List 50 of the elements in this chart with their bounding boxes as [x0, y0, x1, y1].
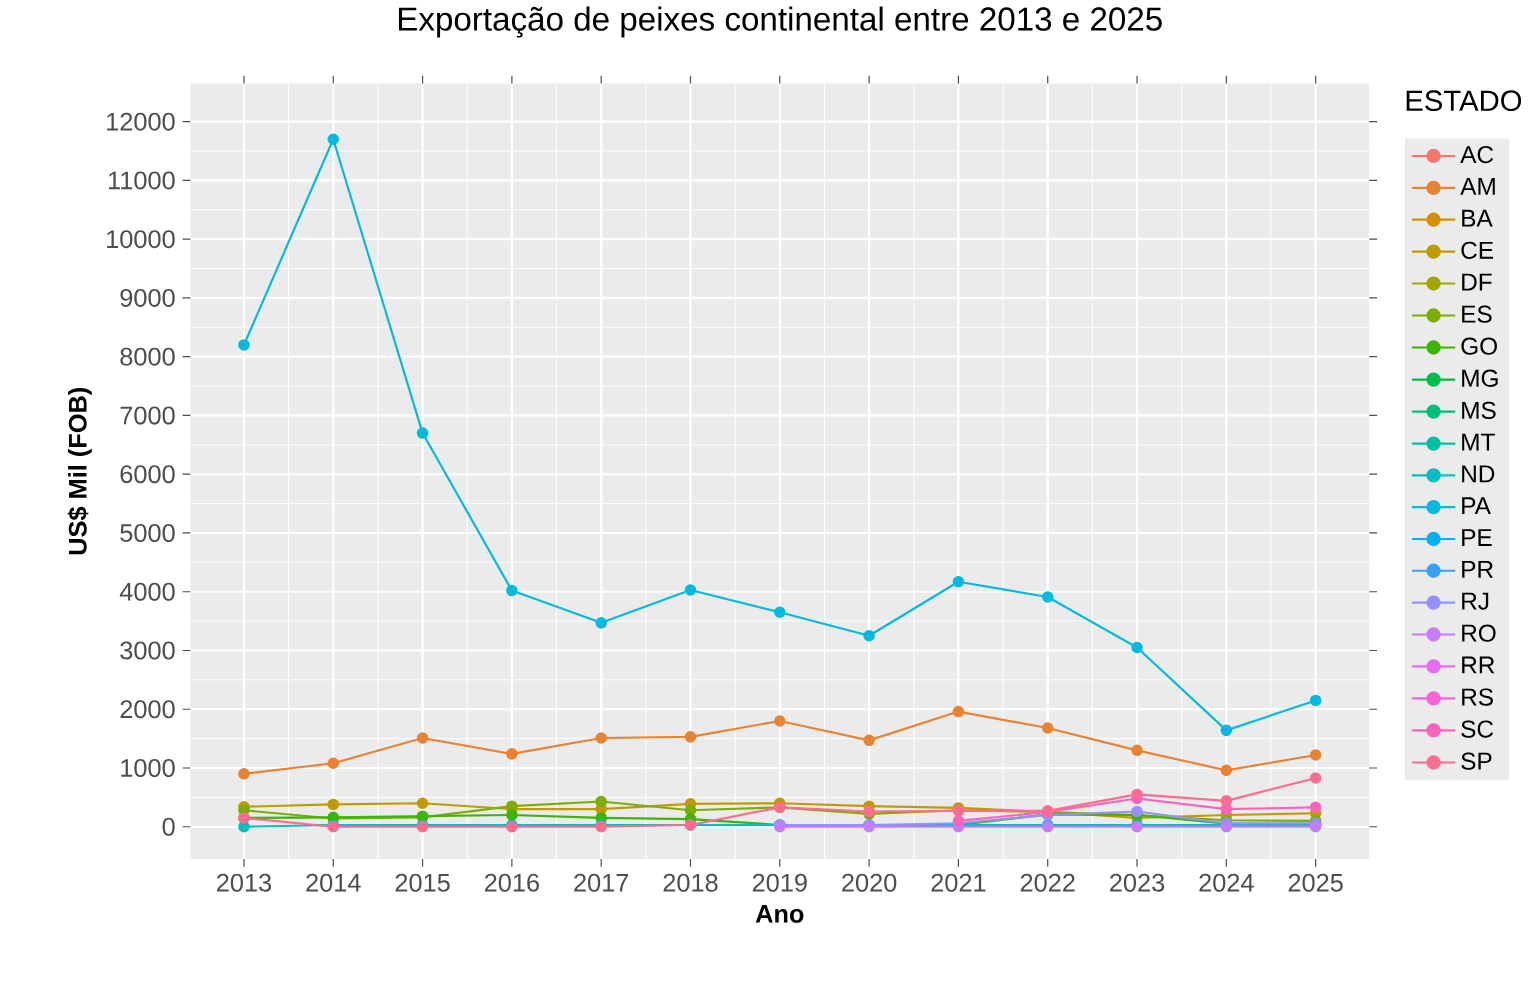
x-tick-label: 2022 — [1020, 873, 1075, 892]
legend-label: RO — [1462, 624, 1496, 642]
x-tick-label: 2023 — [1110, 873, 1165, 892]
x-tick-label: 2020 — [842, 873, 897, 892]
legend-label: AC — [1460, 146, 1494, 164]
legend-label: SP — [1461, 752, 1492, 770]
x-tick-label: 2018 — [663, 873, 718, 892]
x-tick-label: 2014 — [306, 873, 361, 892]
legend-label: MS — [1462, 401, 1496, 419]
y-tick-label: 3000 — [120, 641, 175, 660]
legend-label: MG — [1462, 369, 1498, 387]
legend-label: AM — [1460, 178, 1495, 195]
y-tick-label: 7000 — [120, 406, 175, 425]
x-tick-label: 2015 — [395, 873, 450, 892]
x-tick-label: 2021 — [931, 873, 986, 892]
x-tick-label: 2016 — [484, 873, 539, 892]
x-tick-label: 2013 — [217, 873, 272, 892]
legend-label: RJ — [1462, 592, 1489, 610]
legend-label: SC — [1461, 720, 1494, 738]
x-axis-title: Ano — [755, 905, 804, 923]
y-axis-title: US$ Mil (FOB) — [67, 388, 92, 555]
x-tick-label: 2019 — [752, 873, 807, 892]
legend-label: ND — [1462, 465, 1495, 483]
y-tick-label: 11000 — [108, 171, 175, 190]
y-tick-label: 6000 — [120, 465, 175, 484]
legend-title: ESTADO — [1406, 90, 1522, 112]
y-tick-label: 5000 — [120, 523, 175, 542]
legend-label: RR — [1462, 656, 1495, 674]
y-tick-label: 4000 — [119, 582, 175, 601]
y-tick-label: 12000 — [107, 112, 175, 131]
legend-label: ES — [1462, 305, 1492, 323]
y-tick-label: 10000 — [107, 230, 175, 249]
legend-label: PR — [1462, 560, 1493, 578]
legend-label: MT — [1462, 433, 1495, 451]
y-tick-label: 1000 — [121, 759, 175, 777]
legend-label: GO — [1461, 337, 1497, 355]
y-tick-label: 0 — [162, 817, 175, 836]
legend-label: CE — [1461, 241, 1494, 259]
y-tick-label: 9000 — [120, 288, 175, 307]
chart-title: Exportação de peixes continental entre 2013 e 2025 — [398, 6, 1162, 38]
x-tick-label: 2017 — [574, 873, 629, 892]
x-tick-label: 2025 — [1288, 873, 1343, 892]
legend-label: RS — [1462, 688, 1493, 706]
legend-label: PA — [1462, 497, 1491, 515]
x-tick-label: 2024 — [1199, 873, 1254, 892]
y-tick-label: 8000 — [120, 347, 175, 366]
legend-label: PE — [1462, 529, 1492, 546]
y-tick-label: 2000 — [120, 700, 175, 719]
legend-label: BA — [1462, 209, 1493, 227]
legend-label: DF — [1462, 273, 1492, 291]
